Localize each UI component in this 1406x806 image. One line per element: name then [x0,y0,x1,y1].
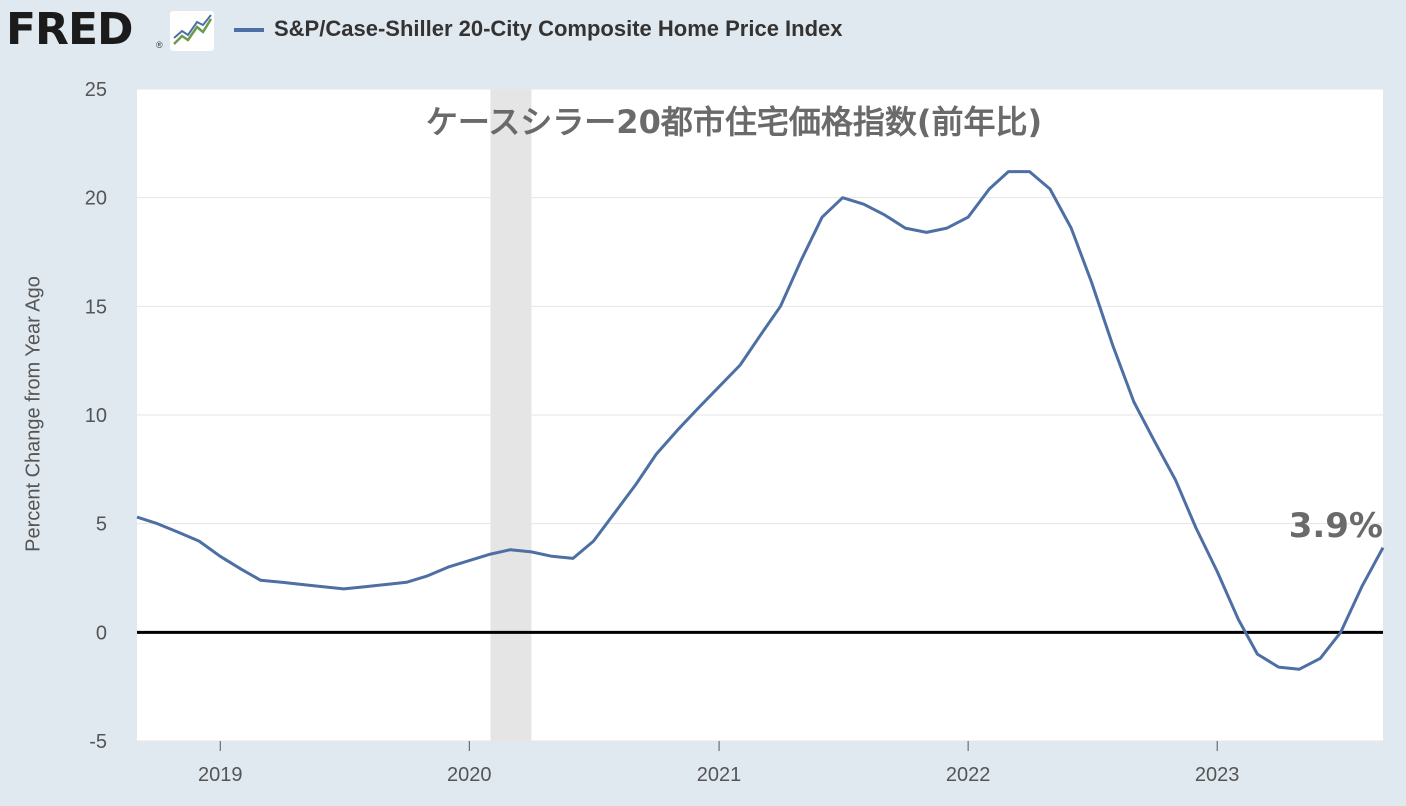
legend-series-label[interactable]: S&P/Case-Shiller 20-City Composite Home … [274,16,843,41]
fred-logo[interactable]: FRED [6,4,134,55]
chart-annotation-title: ケースシラー20都市住宅価格指数(前年比) [426,103,1042,141]
y-tick-label: 10 [85,405,107,427]
x-tick-label: 2021 [697,764,742,786]
registered-mark: ® [156,40,163,50]
y-tick-label: 15 [85,296,107,318]
chart-header: FRED ® S&P/Case-Shiller 20-City Composit… [0,0,1406,64]
x-tick-label: 2019 [198,764,243,786]
x-tick-label: 2023 [1195,764,1240,786]
y-tick-label: 20 [85,188,107,210]
last-value-annotation: 3.9% [1289,506,1383,546]
y-tick-label: -5 [89,731,107,753]
series-line[interactable] [136,170,1385,671]
fred-chart-icon [170,11,214,51]
y-tick-label: 0 [96,622,107,644]
y-tick-label: 25 [85,79,107,101]
x-tick-label: 2020 [447,764,492,786]
x-tick-label: 2022 [946,764,991,786]
legend-swatch [234,28,264,32]
y-tick-label: 5 [96,514,107,536]
